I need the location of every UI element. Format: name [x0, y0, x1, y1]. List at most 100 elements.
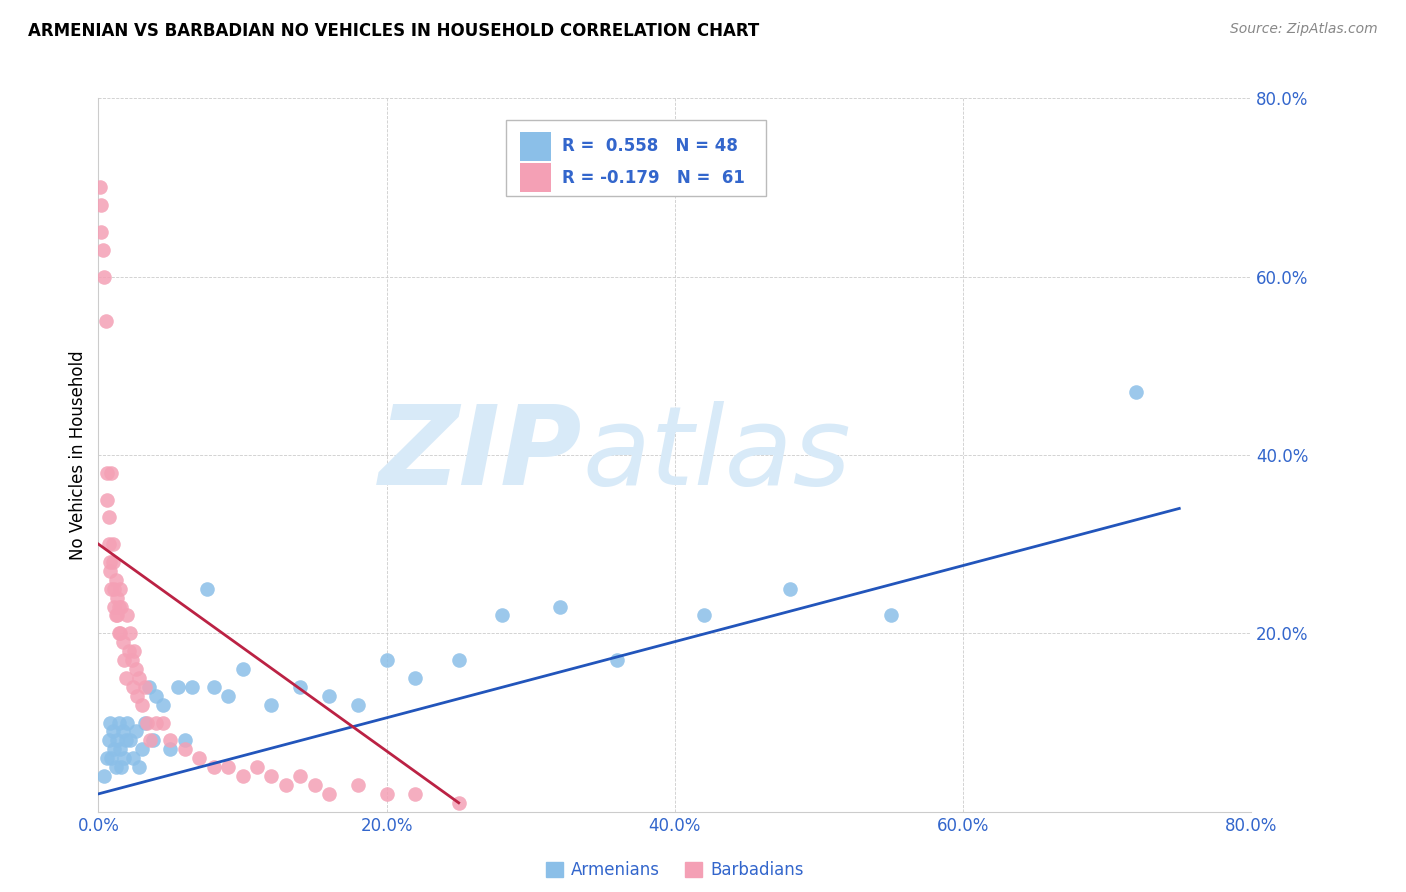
Point	[118, 644, 141, 658]
Point	[202, 760, 225, 774]
Point	[100, 466, 122, 480]
Point	[159, 742, 181, 756]
Point	[131, 698, 153, 712]
Point	[107, 715, 129, 730]
Point	[90, 198, 112, 212]
Point	[142, 733, 165, 747]
Point	[104, 573, 127, 587]
Point	[96, 492, 118, 507]
Point	[111, 635, 134, 649]
Point	[104, 608, 127, 623]
Point	[103, 582, 125, 596]
Point	[138, 680, 160, 694]
Point	[246, 760, 269, 774]
Point	[318, 787, 340, 801]
Point	[122, 751, 145, 765]
Point	[105, 733, 128, 747]
Point	[260, 698, 283, 712]
Point	[112, 751, 135, 765]
Point	[98, 555, 121, 569]
Text: Source: ZipAtlas.com: Source: ZipAtlas.com	[1230, 22, 1378, 37]
Point	[880, 608, 903, 623]
Text: R =  0.558   N = 48: R = 0.558 N = 48	[562, 137, 738, 155]
Point	[274, 778, 297, 792]
Point	[108, 582, 131, 596]
Legend: Armenians, Barbadians: Armenians, Barbadians	[540, 855, 810, 886]
Point	[101, 537, 124, 551]
Point	[107, 626, 129, 640]
Point	[217, 689, 239, 703]
Point	[127, 689, 149, 703]
Point	[346, 778, 368, 792]
Point	[260, 769, 283, 783]
Point	[195, 582, 218, 596]
Point	[318, 689, 340, 703]
Point	[110, 760, 132, 774]
Point	[125, 724, 148, 739]
Point	[188, 751, 211, 765]
Point	[548, 599, 571, 614]
Point	[405, 787, 427, 801]
Point	[96, 751, 118, 765]
Point	[290, 680, 312, 694]
Point	[606, 653, 628, 667]
Point	[101, 555, 124, 569]
Point	[103, 599, 125, 614]
Point	[108, 626, 131, 640]
Point	[290, 769, 312, 783]
Point	[101, 724, 124, 739]
Point	[98, 715, 121, 730]
Point	[304, 778, 326, 792]
Point	[117, 715, 138, 730]
Point	[166, 680, 188, 694]
Point	[202, 680, 225, 694]
Point	[145, 689, 167, 703]
Point	[96, 466, 118, 480]
Point	[103, 742, 125, 756]
Point	[139, 733, 162, 747]
Point	[346, 698, 368, 712]
Text: ZIP: ZIP	[380, 401, 582, 508]
Point	[174, 733, 197, 747]
Point	[134, 680, 156, 694]
Point	[110, 599, 132, 614]
Point	[100, 751, 122, 765]
Point	[111, 724, 134, 739]
Point	[128, 671, 150, 685]
Point	[97, 733, 120, 747]
Point	[97, 537, 120, 551]
Point	[112, 653, 135, 667]
Point	[105, 591, 128, 605]
Point	[120, 733, 142, 747]
Point	[97, 510, 120, 524]
Point	[693, 608, 716, 623]
Point	[447, 653, 470, 667]
Point	[98, 564, 121, 578]
Point	[128, 760, 150, 774]
Point	[90, 225, 112, 239]
Point	[1125, 385, 1147, 400]
Text: atlas: atlas	[582, 401, 851, 508]
Point	[104, 760, 127, 774]
Point	[217, 760, 239, 774]
Point	[174, 742, 197, 756]
Point	[122, 680, 145, 694]
Point	[89, 180, 111, 194]
Point	[93, 269, 115, 284]
Text: ARMENIAN VS BARBADIAN NO VEHICLES IN HOUSEHOLD CORRELATION CHART: ARMENIAN VS BARBADIAN NO VEHICLES IN HOU…	[28, 22, 759, 40]
Point	[231, 662, 254, 676]
Y-axis label: No Vehicles in Household: No Vehicles in Household	[69, 350, 87, 560]
Point	[93, 769, 115, 783]
Point	[114, 733, 136, 747]
Point	[159, 733, 181, 747]
Point	[152, 715, 174, 730]
Point	[100, 582, 122, 596]
Text: R = -0.179   N =  61: R = -0.179 N = 61	[562, 169, 745, 186]
Point	[491, 608, 513, 623]
Point	[125, 662, 148, 676]
Point	[94, 314, 117, 328]
Point	[136, 715, 159, 730]
Point	[405, 671, 427, 685]
Point	[121, 653, 143, 667]
Point	[375, 653, 398, 667]
